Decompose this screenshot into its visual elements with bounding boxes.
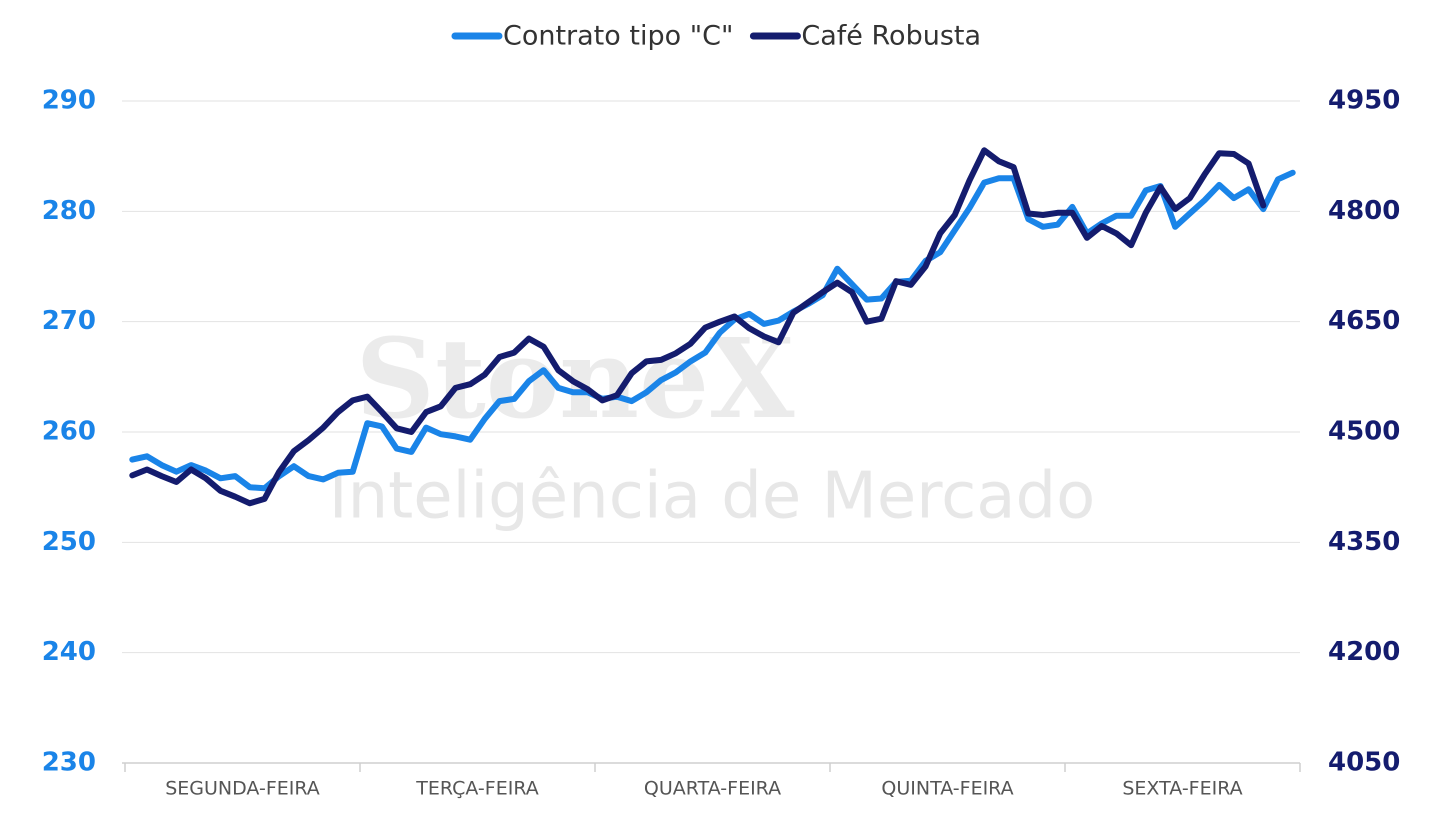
y-tick-label: 240 [42, 637, 96, 667]
legend-label: Contrato tipo "C" [503, 21, 733, 52]
watermark: StoneX Inteligência de Mercado [329, 314, 1096, 534]
y-tick-label: 290 [42, 86, 96, 116]
y2-tick-label: 4350 [1328, 527, 1400, 557]
y2-tick-label: 4800 [1328, 196, 1400, 226]
y-tick-label: 270 [42, 306, 96, 336]
x-tick-label: SEXTA-FEIRA [1122, 778, 1242, 800]
y2-tick-label: 4200 [1328, 637, 1400, 667]
y2-tick-label: 4650 [1328, 306, 1400, 336]
series-line [129, 147, 1267, 507]
x-tick-label: QUARTA-FEIRA [644, 778, 781, 800]
y-tick-label: 250 [42, 527, 96, 557]
legend: Contrato tipo "C" Café Robusta [451, 21, 981, 52]
y2-tick-label: 4500 [1328, 417, 1400, 447]
x-tick-label: QUINTA-FEIRA [881, 778, 1013, 800]
y2-tick-label: 4050 [1328, 748, 1400, 778]
x-tick-label: SEGUNDA-FEIRA [165, 778, 320, 800]
y2-tick-label: 4950 [1328, 86, 1400, 116]
y-tick-label: 280 [42, 196, 96, 226]
legend-label: Café Robusta [801, 21, 981, 52]
y-tick-label: 230 [42, 748, 96, 778]
watermark-brand: StoneX [356, 314, 796, 443]
y-tick-label: 260 [42, 417, 96, 447]
watermark-tagline: Inteligência de Mercado [329, 460, 1096, 534]
x-tick-label: TERÇA-FEIRA [415, 778, 539, 800]
